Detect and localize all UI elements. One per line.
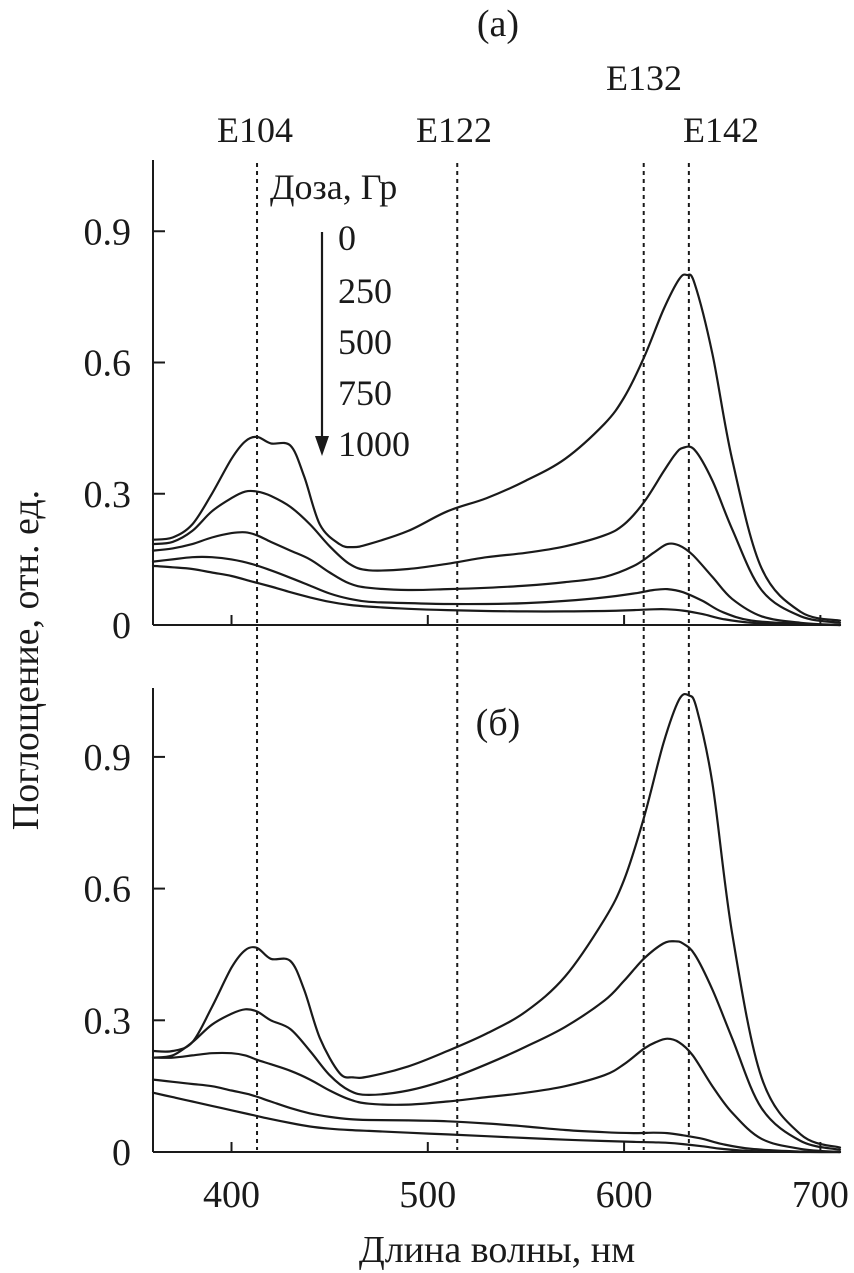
- legend-entry-500: 500: [338, 322, 392, 362]
- x-tick-label-600: 600: [596, 1174, 653, 1216]
- x-tick-label-500: 500: [399, 1174, 456, 1216]
- panel-a-y-tick-label: 0.3: [84, 474, 132, 516]
- panel-a: 0 0.3 0.6 0.9: [84, 160, 842, 647]
- panel-b-title: (б): [476, 702, 521, 744]
- ref-label-e142: E142: [683, 110, 759, 150]
- legend-title: Доза, Гр: [270, 167, 397, 207]
- panel-b-series-500-gy: [151, 1037, 842, 1154]
- panel-a-y-tick-label: 0.9: [84, 211, 132, 253]
- ref-label-e104: E104: [217, 110, 293, 150]
- panel-b-y-tick-label: 0.6: [84, 869, 132, 911]
- y-axis-label: Поглощение, отн. ед.: [5, 490, 47, 830]
- panel-a-y-tick-label: 0: [112, 605, 131, 647]
- x-tick-label-400: 400: [203, 1174, 260, 1216]
- panel-b-series-750-gy: [151, 1078, 842, 1154]
- panel-a-series-250-gy: [151, 445, 842, 624]
- panel-b: 0 0.3 0.6 0.9: [84, 688, 842, 1174]
- panel-a-y-tick-label: 0.6: [84, 343, 132, 385]
- legend-entry-1000: 1000: [338, 424, 410, 464]
- panel-b-y-tick-label: 0.3: [84, 1000, 132, 1042]
- x-axis: 400 500 600 700: [203, 1174, 849, 1216]
- ref-label-e122: E122: [416, 110, 492, 150]
- panel-b-y-tick-label: 0.9: [84, 737, 132, 779]
- ref-label-e132: E132: [606, 58, 682, 98]
- panel-a-series-750-gy: [151, 555, 842, 627]
- panel-b-y-tick-label: 0: [112, 1132, 131, 1174]
- panel-b-series-0-gy: [151, 692, 842, 1149]
- panel-b-series-1000-gy: [151, 1091, 842, 1154]
- legend-entry-750: 750: [338, 373, 392, 413]
- legend-entry-250: 250: [338, 271, 392, 311]
- x-tick-label-700: 700: [792, 1174, 849, 1216]
- panel-a-series-0-gy: [151, 273, 842, 622]
- panel-b-series-250-gy: [151, 940, 842, 1151]
- legend-arrow-head: [315, 436, 329, 456]
- panel-a-series-1000-gy: [151, 564, 842, 627]
- legend-entry-0: 0: [338, 218, 356, 258]
- panel-a-title: (a): [477, 3, 519, 45]
- panel-a-series-500-gy: [151, 531, 842, 627]
- x-axis-label: Длина волны, нм: [359, 1229, 635, 1271]
